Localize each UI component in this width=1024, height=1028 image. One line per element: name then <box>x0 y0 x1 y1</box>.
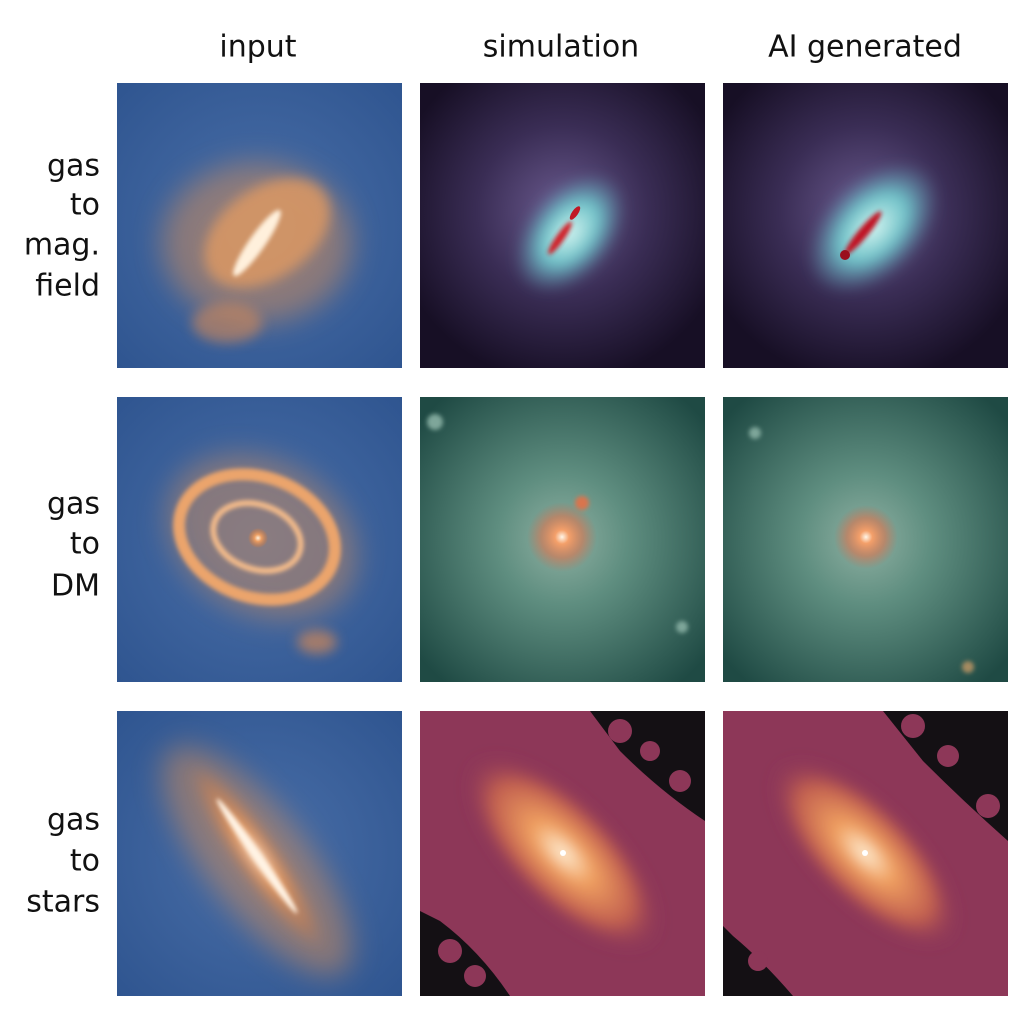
row-label: to <box>70 527 100 562</box>
image-shape <box>248 528 268 548</box>
row-label: gas <box>47 149 100 184</box>
image-panel <box>420 711 705 996</box>
image-shape <box>749 427 761 439</box>
image-shape <box>438 719 691 987</box>
image-shape <box>560 850 566 856</box>
image-shape <box>575 496 589 510</box>
image-panel <box>420 83 705 368</box>
image-shape <box>173 468 341 606</box>
image-panel <box>117 711 402 996</box>
image-shape <box>669 770 691 792</box>
image-shape <box>420 911 510 996</box>
image-shape <box>527 502 597 572</box>
image-shape <box>464 965 486 987</box>
image-panel <box>117 397 402 682</box>
row-label: DM <box>51 569 100 604</box>
image-shape <box>297 630 337 654</box>
image-shape <box>216 798 298 914</box>
row-label: to <box>70 188 100 223</box>
image-panel <box>723 711 1008 996</box>
image-shape <box>962 661 974 673</box>
image-shape <box>676 621 688 633</box>
column-header: input <box>219 30 296 65</box>
image-shape <box>748 714 1000 971</box>
image-shape <box>608 719 632 743</box>
row-label: field <box>35 269 100 304</box>
row-label: stars <box>26 885 100 920</box>
image-shape <box>438 939 462 963</box>
image-shape <box>976 794 1000 818</box>
row-label: gas <box>47 803 100 838</box>
row-label: mag. <box>24 228 100 263</box>
image-shape <box>210 500 304 574</box>
image-shape <box>748 951 768 971</box>
image-panel <box>723 83 1008 368</box>
image-shape <box>427 414 443 430</box>
image-shape <box>233 209 281 277</box>
row-label: to <box>70 844 100 879</box>
image-shape <box>834 505 898 569</box>
image-shape <box>513 172 627 294</box>
image-shape <box>901 714 925 738</box>
image-shape <box>192 303 262 343</box>
image-shape <box>548 221 572 255</box>
image-panel <box>117 83 402 368</box>
image-panel <box>723 397 1008 682</box>
column-header: AI generated <box>768 30 962 65</box>
image-shape <box>640 741 660 761</box>
column-header: simulation <box>483 30 639 65</box>
row-label: gas <box>47 487 100 522</box>
image-shape <box>937 745 959 767</box>
image-shape <box>569 206 581 220</box>
image-shape <box>844 211 882 255</box>
image-panel <box>420 397 705 682</box>
image-shape <box>840 250 850 260</box>
image-shape <box>862 850 868 856</box>
